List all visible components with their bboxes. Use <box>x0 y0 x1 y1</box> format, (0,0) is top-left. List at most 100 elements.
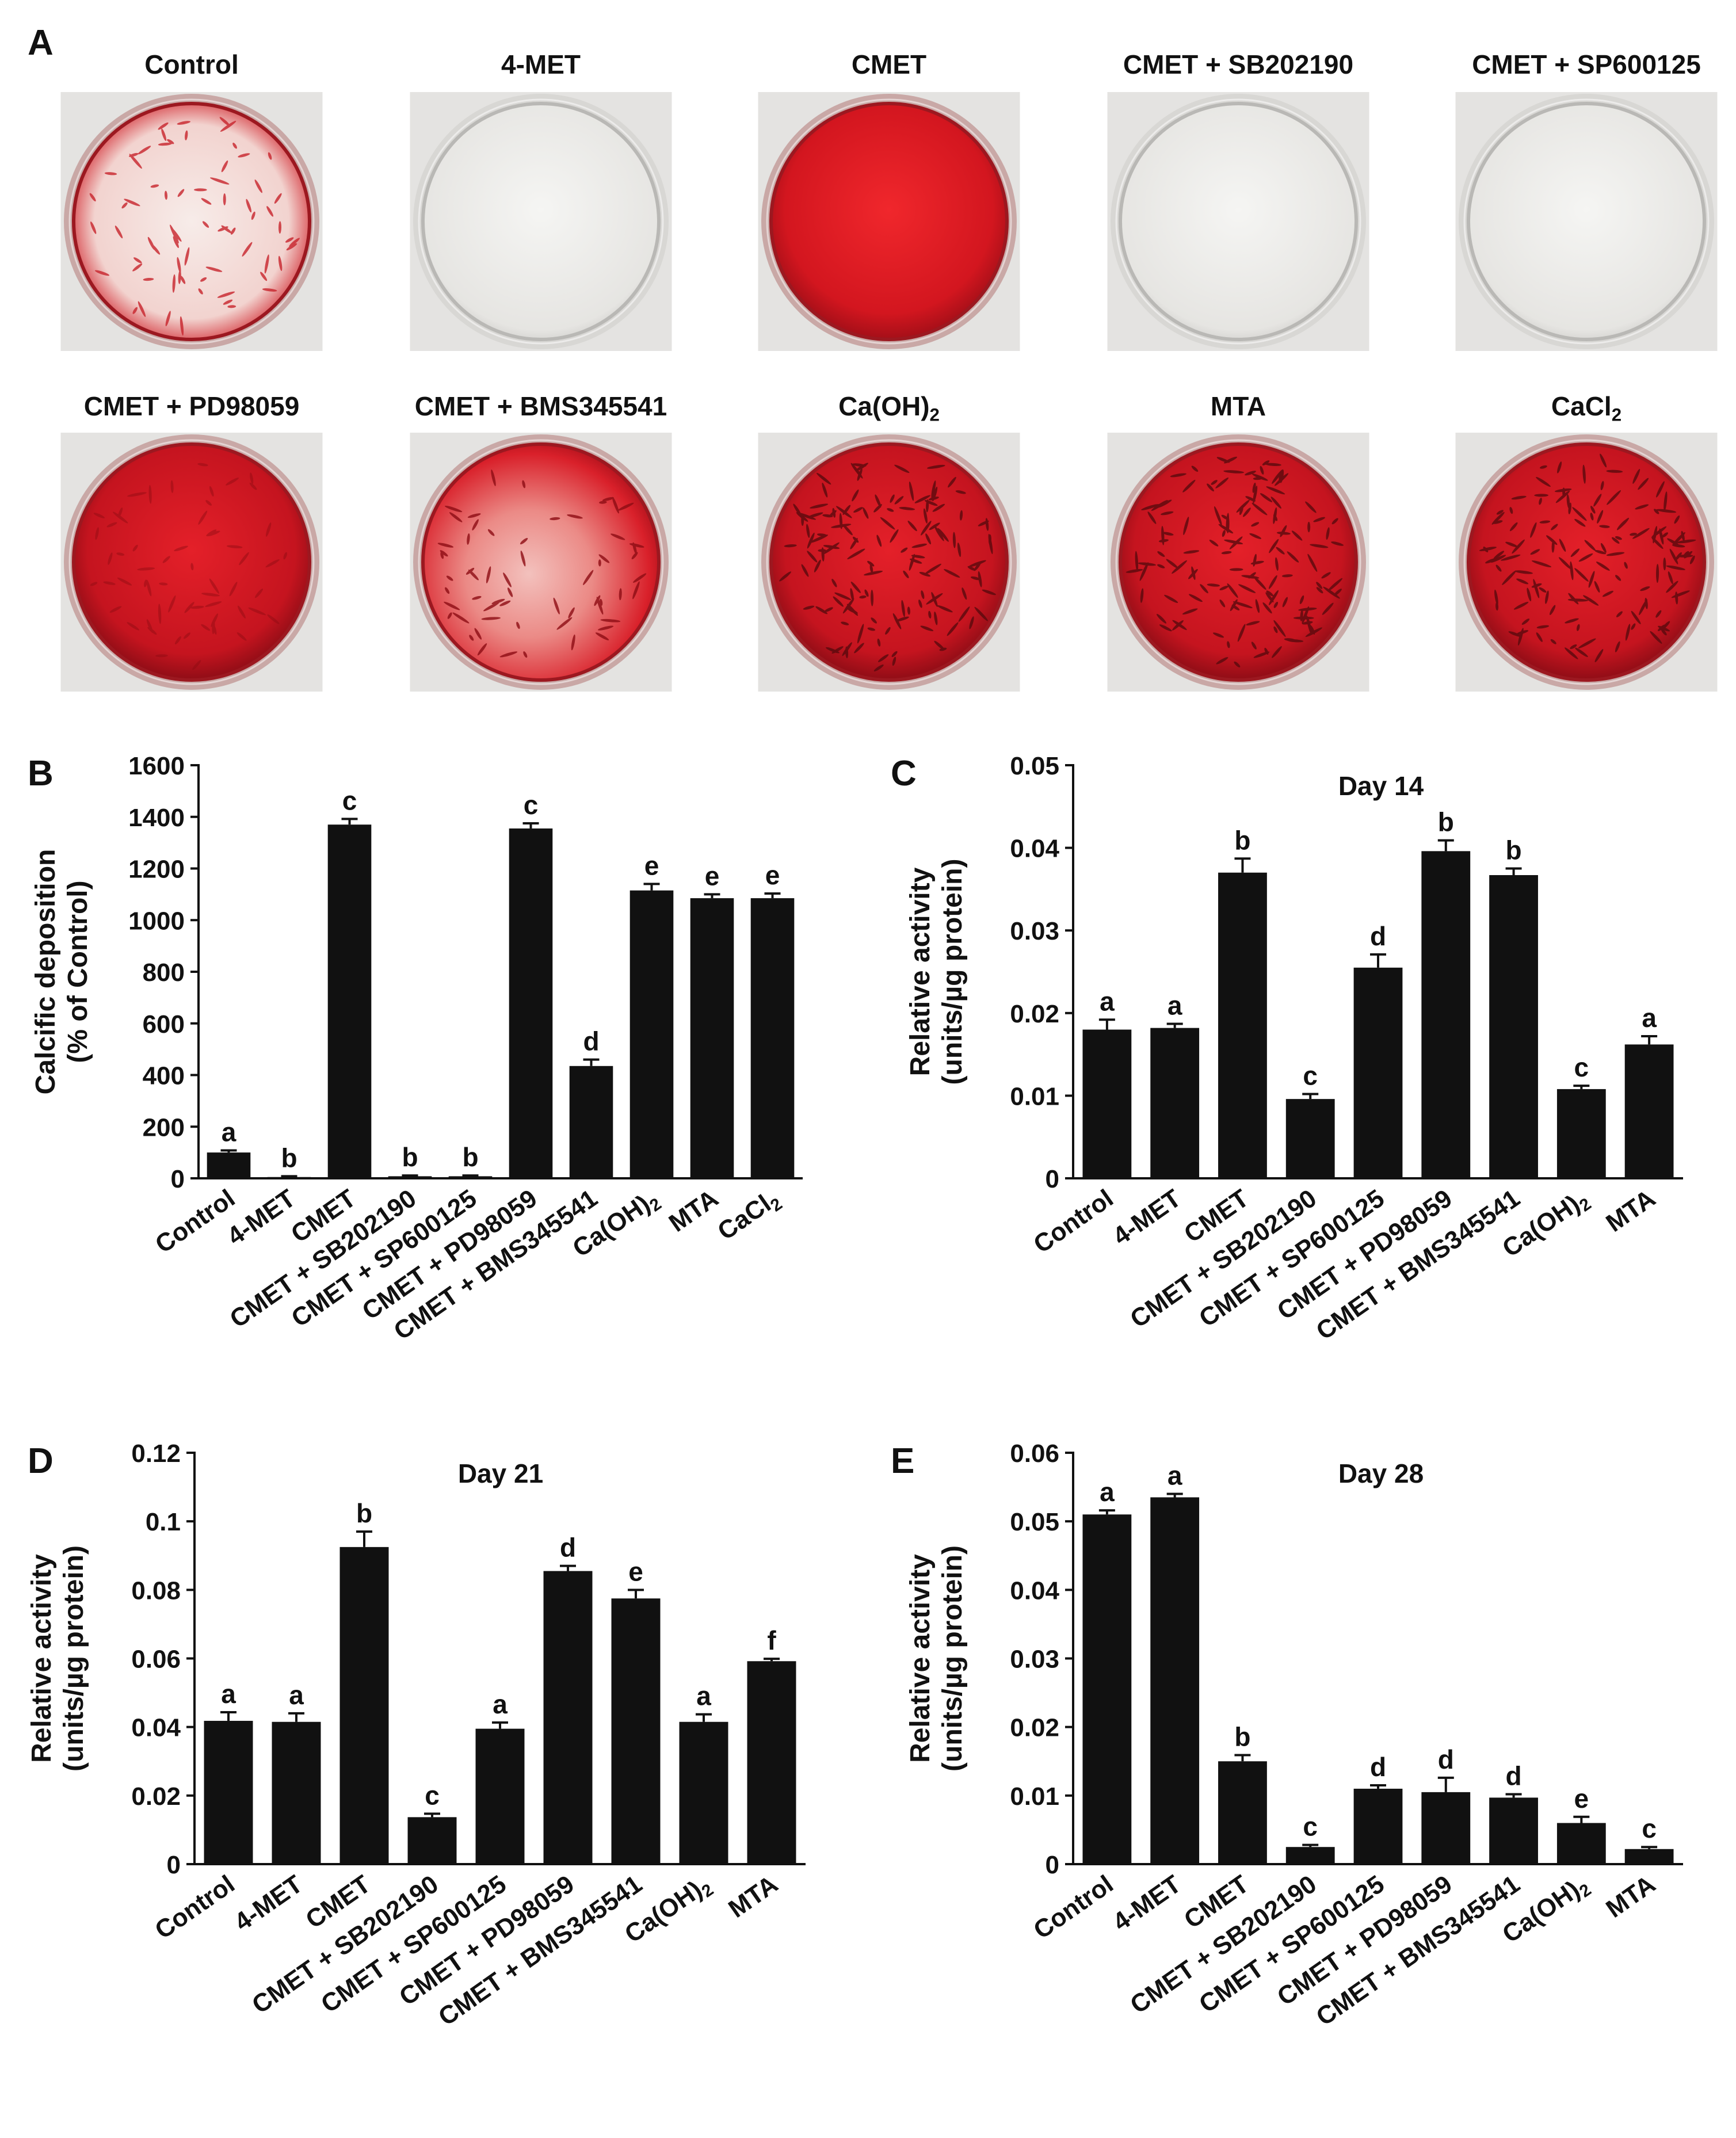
x-tick-label: 4-MET <box>1108 1870 1186 1937</box>
dish-well <box>1119 442 1358 682</box>
significance-letter: b <box>1438 807 1454 837</box>
dish-highlight <box>68 439 315 685</box>
bar <box>1421 851 1471 1178</box>
y-tick-label: 200 <box>143 1113 185 1141</box>
y-tick-label: 600 <box>143 1010 185 1039</box>
bar <box>204 1720 253 1864</box>
stain-texture <box>90 463 287 670</box>
y-tick-label: 0.08 <box>131 1576 181 1605</box>
significance-letter: a <box>1100 986 1115 1016</box>
y-axis-label: Relative activity <box>905 1554 936 1763</box>
dish-4: CMET + SB202190 <box>1107 49 1369 351</box>
significance-letter: e <box>1574 1784 1589 1814</box>
dish-highlight <box>68 98 315 345</box>
significance-letter: c <box>1642 1814 1657 1843</box>
y-tick-label: 0.03 <box>1010 1646 1059 1674</box>
y-tick-label: 0 <box>1046 1851 1059 1879</box>
significance-letter: a <box>221 1679 236 1709</box>
dish-8: Ca(OH)2 <box>758 391 1020 692</box>
panel-letter-e: E <box>891 1441 914 1481</box>
dish-well <box>72 442 311 682</box>
y-axis-label: (units/µg protein) <box>59 1545 89 1772</box>
y-tick-label: 0 <box>1046 1165 1059 1193</box>
dish-label: MTA <box>1211 391 1266 421</box>
panel-a-plate-photos: Control 4-MET CMET CMET + SB202190 CMET + SP… <box>60 49 1718 692</box>
dish-label: CMET + SP600125 <box>1472 49 1701 79</box>
dish-well <box>769 102 1009 341</box>
x-tick-label: MTA <box>1601 1870 1661 1923</box>
y-tick-label: 0.02 <box>131 1782 181 1811</box>
bar <box>407 1817 457 1864</box>
stain-texture <box>89 117 300 336</box>
bar <box>1353 1788 1403 1864</box>
significance-letter: e <box>765 860 780 890</box>
significance-letter: a <box>1167 1461 1182 1491</box>
dish-3: CMET <box>758 49 1020 351</box>
significance-letter: e <box>628 1556 643 1586</box>
x-tick-label: Control <box>1028 1184 1118 1259</box>
y-tick-label: 0.01 <box>1010 1782 1059 1811</box>
dish-9: MTA <box>1107 391 1369 692</box>
panel-letter-b: B <box>28 754 54 793</box>
x-tick-label: MTA <box>723 1870 783 1923</box>
significance-letter: a <box>222 1117 236 1147</box>
bar <box>629 890 674 1178</box>
significance-letter: a <box>696 1681 711 1711</box>
significance-letter: e <box>644 850 659 880</box>
charts: 0 200 400 600 800 1000 1200 1400 1600 Calcific de… <box>26 752 1683 2032</box>
bar <box>1489 1797 1538 1864</box>
y-tick-label: 800 <box>143 959 185 987</box>
dish-5: CMET + SP600125 <box>1455 49 1718 351</box>
bar <box>1150 1497 1200 1864</box>
y-tick-label: 1200 <box>128 856 185 884</box>
significance-letter: e <box>705 861 720 891</box>
bar <box>1489 875 1538 1178</box>
significance-letter: b <box>1234 1722 1250 1752</box>
bar <box>509 828 553 1178</box>
y-tick-label: 0.01 <box>1010 1082 1059 1110</box>
y-tick-label: 0.05 <box>1010 752 1059 780</box>
bar <box>327 824 372 1178</box>
bar <box>339 1547 389 1864</box>
chart-title: Day 21 <box>458 1459 543 1488</box>
x-tick-label: 4-MET <box>1108 1184 1186 1251</box>
bar <box>1624 1044 1674 1178</box>
dish-label: Control <box>144 49 239 79</box>
y-tick-label: 0.02 <box>1010 1000 1059 1028</box>
x-tick-label: Control <box>150 1184 240 1259</box>
dish-label: Ca(OH)2 <box>838 391 940 425</box>
bar <box>267 1177 311 1178</box>
bar <box>611 1598 661 1864</box>
dish-label: CMET + BMS345541 <box>415 391 667 421</box>
y-axis-label: Relative activity <box>26 1554 57 1763</box>
bar <box>475 1728 525 1864</box>
bar <box>1421 1792 1471 1864</box>
dish-highlight <box>418 98 664 345</box>
bar <box>1624 1849 1674 1864</box>
y-tick-label: 0.04 <box>1010 1576 1059 1605</box>
significance-letter: c <box>342 785 357 815</box>
significance-letter: c <box>1574 1052 1589 1082</box>
y-tick-label: 1000 <box>128 907 185 935</box>
significance-letter: c <box>1303 1061 1318 1091</box>
significance-letter: a <box>1167 990 1182 1020</box>
significance-letter: d <box>1438 1744 1454 1774</box>
y-axis-label: (units/µg protein) <box>937 1545 968 1772</box>
bar <box>388 1176 432 1178</box>
y-tick-label: 0 <box>167 1851 181 1879</box>
bar <box>1285 1847 1335 1864</box>
dish-1: Control <box>60 49 323 351</box>
dish-highlight <box>1115 439 1361 685</box>
significance-letter: c <box>425 1780 440 1810</box>
significance-letter: a <box>493 1689 508 1719</box>
dish-highlight <box>1463 439 1710 685</box>
significance-letter: b <box>1234 825 1250 855</box>
significance-letter: d <box>1370 921 1386 951</box>
y-tick-label: 0.04 <box>1010 835 1059 863</box>
stain-texture <box>1125 456 1344 668</box>
stain-texture <box>437 469 647 658</box>
dish-highlight <box>766 439 1012 685</box>
bar <box>1285 1099 1335 1178</box>
significance-letter: b <box>356 1498 372 1528</box>
